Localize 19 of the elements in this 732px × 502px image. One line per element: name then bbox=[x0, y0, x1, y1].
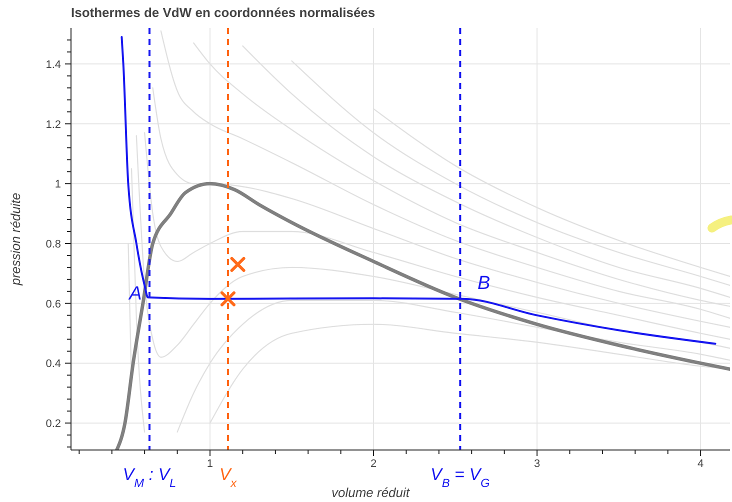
y-tick-label: 0.2 bbox=[46, 418, 61, 430]
y-tick-label: 0.8 bbox=[46, 238, 61, 250]
ref-line-label: V$_{x}$ bbox=[219, 465, 238, 490]
annotation: B bbox=[477, 272, 490, 294]
y-axis-title: pression réduite bbox=[8, 192, 23, 286]
chart-title: Isothermes de VdW en coordonnées normalisées bbox=[71, 5, 376, 20]
annotation: A bbox=[128, 283, 142, 304]
y-tick-label: 0.4 bbox=[46, 358, 61, 370]
y-tick-label: 1.4 bbox=[46, 58, 61, 71]
ref-line-label: V$_{B}$ = V$_{G}$ bbox=[430, 465, 490, 490]
y-tick-label: 0.6 bbox=[46, 298, 61, 310]
x-tick-label: 1 bbox=[206, 458, 214, 470]
y-tick-label: 1.2 bbox=[46, 118, 61, 131]
y-tick-label: 1 bbox=[54, 178, 61, 191]
ref-line-label: V$_{M}$ : V$_{L}$ bbox=[122, 465, 176, 490]
x-tick-label: 3 bbox=[534, 458, 540, 470]
x-tick-label: 4 bbox=[698, 458, 704, 470]
x-axis-title: volume réduit bbox=[331, 485, 411, 500]
x-tick-label: 2 bbox=[370, 458, 377, 470]
